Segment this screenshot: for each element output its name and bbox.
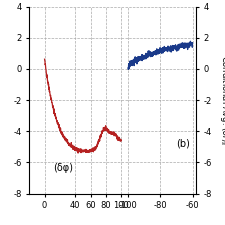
Text: (b): (b)	[176, 139, 190, 149]
Text: (δφ): (δφ)	[53, 163, 73, 173]
Y-axis label: Conditional Avg. ($\delta I)_s$: Conditional Avg. ($\delta I)_s$	[218, 55, 225, 145]
